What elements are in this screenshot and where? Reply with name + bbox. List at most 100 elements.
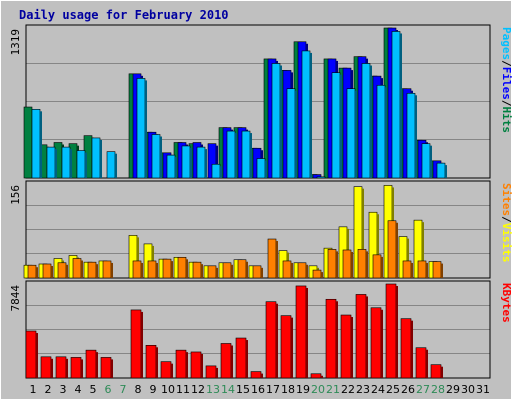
x-tick-label: 13	[206, 383, 220, 396]
bar-shadow	[235, 133, 237, 178]
bar-sites	[27, 264, 37, 279]
chart-panel: 156 Sites/Visits	[9, 180, 512, 279]
legend-separator: /	[500, 216, 512, 223]
bar-shadow	[156, 262, 158, 278]
bar-sites	[342, 249, 352, 279]
bar-shadow	[422, 222, 424, 278]
bar-pages	[226, 130, 236, 179]
bar-shadow	[445, 165, 447, 178]
bar-kbytes	[325, 298, 337, 379]
bar-kbytes	[55, 356, 67, 379]
bar-kbytes	[340, 314, 352, 379]
bar-pages	[406, 92, 416, 179]
bar-shadow	[306, 264, 308, 278]
bar-pages	[211, 163, 221, 179]
bar-pages	[421, 143, 431, 179]
bar-sites	[372, 254, 382, 279]
x-tick-label: 18	[281, 383, 295, 396]
bar-pages	[391, 31, 401, 179]
bar-pages	[196, 146, 206, 179]
bar-kbytes	[175, 349, 187, 379]
bar-sites	[357, 249, 367, 279]
panel-legend: Sites/Visits	[500, 183, 512, 263]
panel-legend: KBytes	[500, 283, 512, 323]
bar-kbytes	[370, 307, 382, 379]
bar-shadow	[216, 367, 218, 378]
bar-sites	[72, 258, 82, 279]
bar-sites	[177, 256, 187, 279]
bar-shadow	[145, 80, 147, 178]
x-tick-label: 6	[105, 383, 112, 396]
bar-sites	[267, 238, 277, 279]
x-tick-label: 28	[431, 383, 445, 396]
x-tick-label: 4	[75, 383, 82, 396]
bar-shadow	[216, 145, 218, 178]
x-tick-label: 9	[150, 383, 157, 396]
legend-item-visits: Visits	[500, 223, 512, 263]
bar-kbytes	[400, 318, 412, 379]
bar-shadow	[186, 259, 188, 278]
bar-sites	[282, 260, 292, 279]
chart-title: Daily usage for February 2010	[19, 8, 229, 22]
bar-shadow	[411, 262, 413, 278]
bar-shadow	[111, 359, 113, 378]
bar-shadow	[141, 311, 143, 378]
bar-shadow	[100, 139, 102, 178]
legend-item-files: Files	[500, 67, 512, 100]
x-tick-label: 12	[191, 383, 205, 396]
bar-shadow	[111, 262, 113, 278]
bar-sites	[42, 263, 52, 279]
bar-shadow	[85, 152, 87, 178]
bar-sites	[87, 261, 97, 279]
bar-shadow	[81, 260, 83, 278]
bar-sites	[147, 260, 157, 279]
bar-kbytes	[25, 330, 37, 379]
bar-shadow	[250, 133, 252, 178]
bar-pages	[316, 176, 326, 179]
bar-shadow	[51, 358, 53, 378]
bar-shadow	[96, 264, 98, 278]
bar-kbytes	[100, 357, 112, 379]
x-tick-label: 8	[135, 383, 142, 396]
bar-kbytes	[40, 356, 52, 379]
legend-item-sites: Sites	[500, 183, 512, 216]
bar-kbytes	[85, 349, 97, 379]
bar-sites	[387, 220, 397, 279]
bar-shadow	[321, 375, 323, 378]
bar-shadow	[295, 90, 297, 178]
bar-shadow	[141, 262, 143, 278]
bar-shadow	[96, 352, 98, 378]
bar-pages	[286, 88, 296, 179]
bar-shadow	[351, 317, 353, 378]
bar-shadow	[81, 359, 83, 378]
bar-shadow	[370, 65, 372, 178]
bar-pages	[166, 154, 176, 179]
bar-kbytes	[145, 344, 157, 379]
bar-shadow	[175, 157, 177, 178]
bar-shadow	[246, 261, 248, 278]
legend-item-hits: Hits	[500, 107, 512, 134]
x-tick-label: 20	[311, 383, 325, 396]
bar-kbytes	[265, 301, 277, 379]
bar-shadow	[231, 345, 233, 378]
x-tick-label: 19	[296, 383, 310, 396]
bar-shadow	[186, 352, 188, 378]
legend-item-pages: Pages	[500, 27, 512, 60]
bar-shadow	[36, 333, 38, 378]
bar-shadow	[201, 353, 203, 378]
bar-shadow	[366, 296, 368, 378]
bar-shadow	[385, 87, 387, 178]
panel-ymax-label: 7844	[9, 285, 22, 312]
bar-kbytes	[235, 337, 247, 379]
bar-shadow	[66, 358, 68, 378]
x-tick-label: 21	[326, 383, 340, 396]
bar-sites	[327, 249, 337, 279]
bar-pages	[301, 50, 311, 179]
chart-panel: 1319 Pages/Files/Hits	[9, 24, 512, 179]
bar-pages	[181, 145, 191, 179]
bar-shadow	[381, 256, 383, 278]
bar-shadow	[115, 153, 117, 178]
bar-kbytes	[160, 361, 172, 379]
bar-shadow	[400, 33, 402, 178]
x-tick-label: 16	[251, 383, 265, 396]
